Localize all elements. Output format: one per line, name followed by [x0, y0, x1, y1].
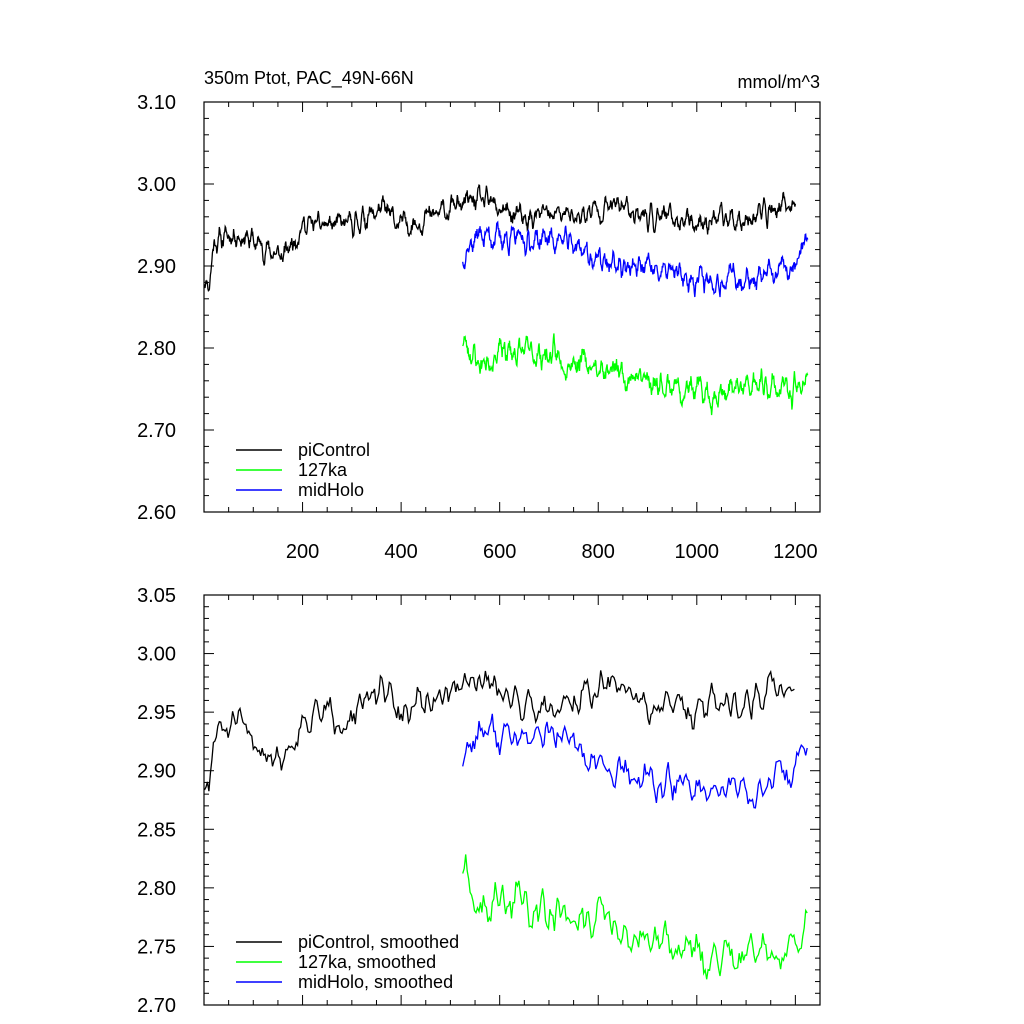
x-tick-label: 400	[384, 541, 417, 563]
series-lines	[203, 184, 809, 416]
plot-frame	[203, 594, 821, 1006]
y-tick-label: 3.00	[137, 174, 176, 196]
series-line-midholo	[462, 713, 808, 809]
legend-label: piControl	[298, 440, 370, 460]
y-tick-label: 2.60	[137, 502, 176, 524]
y-tick-labels: 2.70 2.75 2.80 2.85 2.90 2.95 3.00 3.05	[137, 585, 176, 1017]
y-tick-label: 2.70	[137, 420, 176, 442]
x-tick-label: 200	[286, 541, 319, 563]
y-tick-label: 2.90	[137, 761, 176, 783]
series-lines	[203, 669, 808, 980]
x-tick-label: 1200	[773, 541, 818, 563]
series-line-picontrol	[203, 669, 795, 792]
y-tick-label: 2.80	[137, 338, 176, 360]
x-tick-labels: 200 400 600 800 1000 1200	[286, 541, 818, 563]
top-panel: 350m Ptot, PAC_49N-66N mmol/m^3 2.60 2.70…	[137, 68, 821, 563]
series-line-midholo	[462, 220, 809, 298]
y-tick-label: 2.95	[137, 702, 176, 724]
y-tick-label: 3.05	[137, 585, 176, 607]
x-tick-label: 800	[582, 541, 615, 563]
y-tick-labels: 2.60 2.70 2.80 2.90 3.00 3.10	[137, 92, 176, 524]
x-tick-label: 600	[483, 541, 516, 563]
y-tick-label: 2.85	[137, 819, 176, 841]
legend-label: 127ka, smoothed	[298, 952, 436, 972]
series-line-127ka	[462, 854, 808, 980]
series-line-picontrol	[203, 184, 797, 292]
series-line-127ka	[462, 333, 809, 416]
legend-label: midHolo, smoothed	[298, 972, 453, 992]
y-tick-label: 3.00	[137, 644, 176, 666]
x-tick-label: 1000	[675, 541, 720, 563]
legend-label: midHolo	[298, 480, 364, 500]
axis-ticks	[204, 594, 820, 1006]
chart-title: 350m Ptot, PAC_49N-66N	[204, 68, 414, 89]
y-tick-label: 2.75	[137, 936, 176, 958]
plot-frame	[203, 101, 821, 513]
y-tick-label: 2.90	[137, 256, 176, 278]
units-label: mmol/m^3	[738, 72, 820, 92]
y-tick-label: 3.10	[137, 92, 176, 114]
legend-label: piControl, smoothed	[298, 932, 459, 952]
axis-ticks	[204, 101, 820, 513]
y-tick-label: 2.80	[137, 878, 176, 900]
bottom-panel: 2.70 2.75 2.80 2.85 2.90 2.95 3.00 3.05 piContr…	[137, 585, 821, 1017]
legend-label: 127ka	[298, 460, 348, 480]
y-tick-label: 2.70	[137, 995, 176, 1017]
